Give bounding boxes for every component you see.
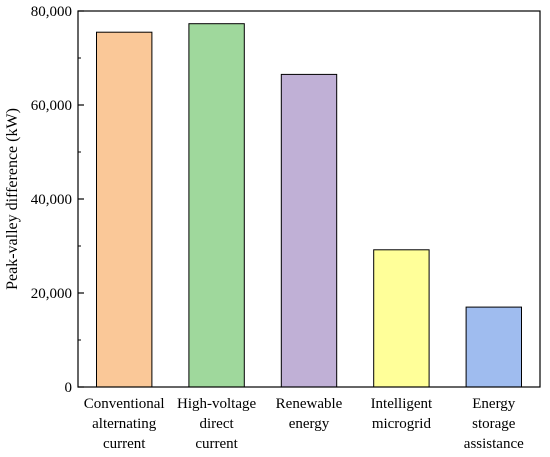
y-tick-label: 20,000 (31, 286, 72, 302)
y-tick-label: 80,000 (31, 4, 72, 20)
bar-5 (465, 306, 523, 388)
bar-1 (96, 31, 153, 388)
y-ticks: 0 20,000 40,000 60,000 80,000 (31, 4, 84, 396)
bar-4 (373, 249, 430, 388)
y-tick-label: 60,000 (31, 98, 72, 114)
y-axis-title: Peak-valley difference (kW) (4, 108, 21, 290)
x-tick-labels: Conventional alternating currentHigh-volta… (84, 396, 524, 452)
y-tick-label: 0 (65, 380, 73, 396)
bars (96, 23, 523, 388)
x-tick-label: High-voltage direct current (177, 396, 256, 452)
x-tick-label: Conventional alternating current (84, 396, 165, 452)
bar-3 (280, 73, 338, 388)
y-tick-label: 40,000 (31, 192, 72, 208)
x-tick-label: Intelligent microgrid (371, 396, 433, 432)
x-tick-label: Renewable energy (276, 396, 343, 432)
bar-2 (188, 23, 245, 388)
x-tick-label: Energy storage assistance (464, 396, 524, 452)
